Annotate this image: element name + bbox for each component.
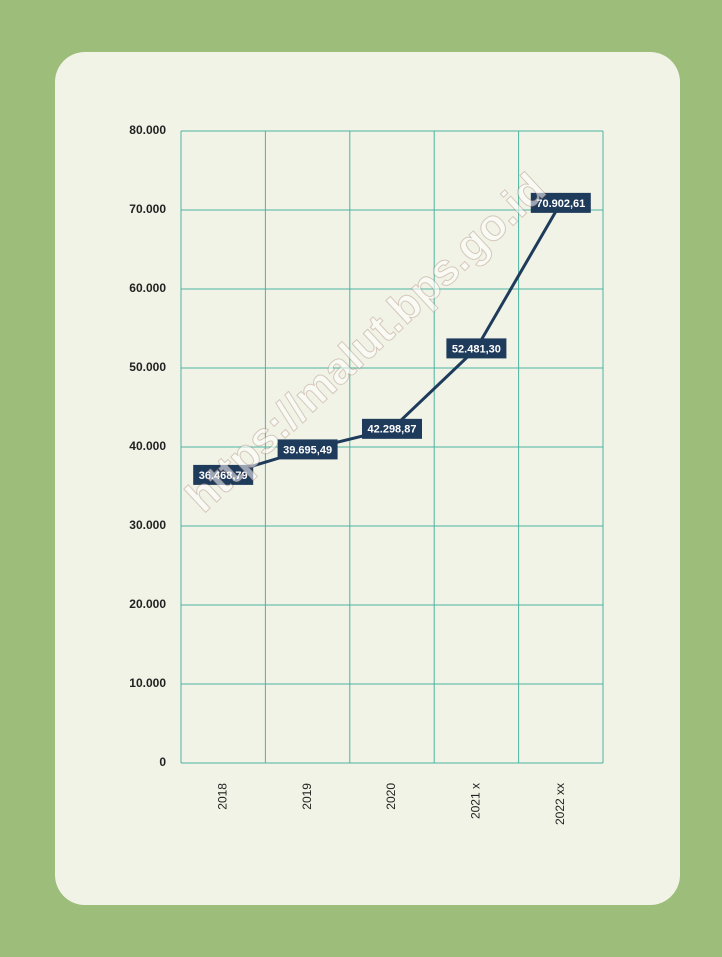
value-label: 52.481,30 [452,343,501,355]
y-tick-label: 50.000 [129,360,166,374]
y-tick-label: 60.000 [129,281,166,295]
chart: 0 10.000 20.000 30.000 40.000 50.000 60.000 70.… [0,0,722,952]
y-tick-label: 20.000 [129,597,166,611]
y-tick-label: 70.000 [129,202,166,216]
x-tick-label: 2018 [215,783,229,810]
y-tick-label: 30.000 [129,518,166,532]
y-tick-label: 0 [159,755,166,769]
y-tick-label: 80.000 [129,123,166,137]
y-tick-label: 40.000 [129,439,166,453]
x-tick-label: 2022 xx [553,783,567,825]
card [55,52,680,905]
x-tick-label: 2019 [300,783,314,810]
value-label: 42.298,87 [368,424,417,436]
y-tick-label: 10.000 [129,676,166,690]
x-tick-label: 2020 [384,783,398,810]
x-tick-label: 2021 x [469,783,483,819]
